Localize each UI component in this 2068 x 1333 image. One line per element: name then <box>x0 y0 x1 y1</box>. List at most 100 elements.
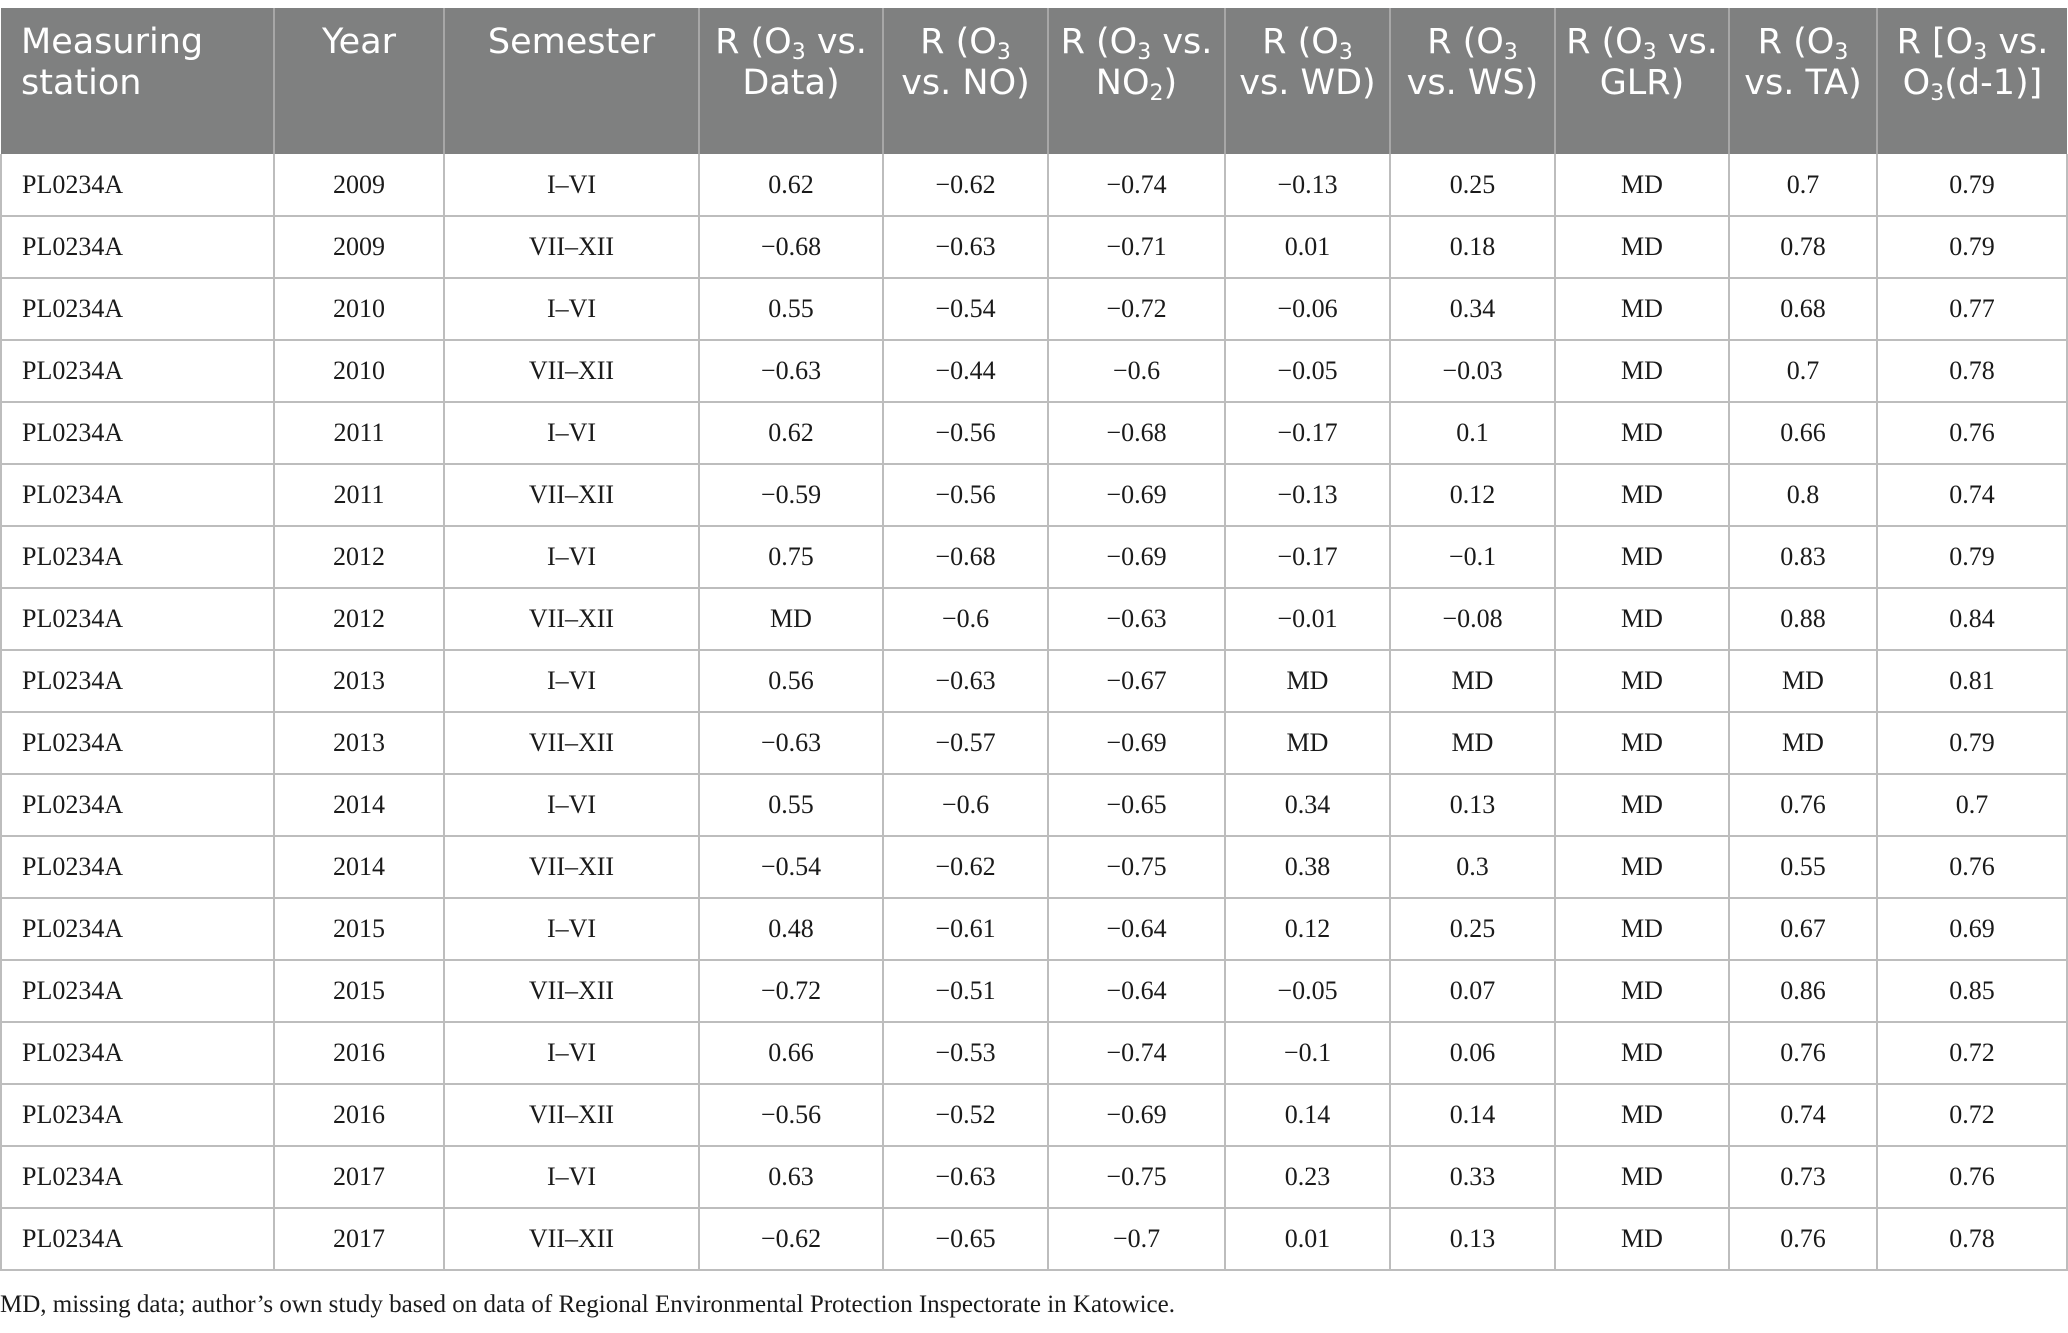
cell-r-ws: 0.06 <box>1390 1022 1556 1085</box>
cell-r-ta: 0.66 <box>1729 402 1878 465</box>
cell-r-data: −0.59 <box>699 464 884 527</box>
cell-semester: I–VI <box>444 898 700 961</box>
cell-r-o3-lag: 0.81 <box>1877 650 2068 713</box>
cell-r-wd: −0.17 <box>1225 402 1391 465</box>
table-row: PL0234A 2016 VII–XII −0.56 −0.52 −0.69 0.14 0.1… <box>0 1084 2068 1147</box>
cell-r-data: 0.63 <box>699 1146 884 1209</box>
cell-r-ws: 0.14 <box>1390 1084 1556 1147</box>
cell-r-no2: −0.64 <box>1048 960 1226 1023</box>
cell-r-o3-lag: 0.76 <box>1877 836 2068 899</box>
cell-r-ta: 0.7 <box>1729 340 1878 403</box>
cell-r-data: −0.63 <box>699 340 884 403</box>
cell-r-glr: MD <box>1555 774 1730 837</box>
cell-r-ta: 0.73 <box>1729 1146 1878 1209</box>
cell-r-ta: 0.67 <box>1729 898 1878 961</box>
table-row: PL0234A 2010 I–VI 0.55 −0.54 −0.72 −0.06 0.34 MD… <box>0 278 2068 341</box>
cell-r-o3-lag: 0.78 <box>1877 1208 2068 1271</box>
cell-r-o3-lag: 0.79 <box>1877 526 2068 589</box>
cell-r-data: MD <box>699 588 884 651</box>
cell-r-o3-lag: 0.79 <box>1877 712 2068 775</box>
cell-r-no2: −0.7 <box>1048 1208 1226 1271</box>
cell-year: 2017 <box>274 1208 445 1271</box>
cell-station: PL0234A <box>0 1084 275 1147</box>
cell-r-data: −0.62 <box>699 1208 884 1271</box>
cell-r-wd: −0.05 <box>1225 340 1391 403</box>
table-row: PL0234A 2010 VII–XII −0.63 −0.44 −0.6 −0.05 −0.… <box>0 340 2068 403</box>
cell-r-ta: 0.86 <box>1729 960 1878 1023</box>
cell-r-no: −0.62 <box>883 836 1049 899</box>
header-r-o3-vs-ta: R (O3 vs. TA) <box>1729 8 1878 154</box>
cell-station: PL0234A <box>0 402 275 465</box>
cell-r-ta: 0.83 <box>1729 526 1878 589</box>
cell-station: PL0234A <box>0 898 275 961</box>
cell-semester: I–VI <box>444 402 700 465</box>
cell-r-wd: 0.01 <box>1225 1208 1391 1271</box>
cell-station: PL0234A <box>0 526 275 589</box>
cell-r-glr: MD <box>1555 154 1730 217</box>
cell-r-wd: −0.13 <box>1225 464 1391 527</box>
header-r-o3-vs-ws: R (O3 vs. WS) <box>1390 8 1556 154</box>
cell-r-data: −0.63 <box>699 712 884 775</box>
cell-r-ws: 0.13 <box>1390 774 1556 837</box>
table-row: PL0234A 2015 VII–XII −0.72 −0.51 −0.64 −0.05 0.… <box>0 960 2068 1023</box>
cell-r-ta: MD <box>1729 712 1878 775</box>
cell-r-wd: −0.01 <box>1225 588 1391 651</box>
cell-r-no: −0.63 <box>883 650 1049 713</box>
header-year: Year <box>274 8 445 154</box>
cell-r-data: 0.48 <box>699 898 884 961</box>
cell-station: PL0234A <box>0 836 275 899</box>
cell-station: PL0234A <box>0 464 275 527</box>
cell-semester: VII–XII <box>444 588 700 651</box>
cell-station: PL0234A <box>0 278 275 341</box>
table-row: PL0234A 2013 I–VI 0.56 −0.63 −0.67 MD MD MD MD 0.8… <box>0 650 2068 713</box>
cell-r-data: −0.72 <box>699 960 884 1023</box>
cell-r-data: −0.54 <box>699 836 884 899</box>
cell-r-wd: −0.05 <box>1225 960 1391 1023</box>
cell-r-glr: MD <box>1555 836 1730 899</box>
cell-r-no: −0.53 <box>883 1022 1049 1085</box>
cell-r-no: −0.63 <box>883 216 1049 279</box>
cell-r-glr: MD <box>1555 340 1730 403</box>
cell-r-data: 0.62 <box>699 402 884 465</box>
table-row: PL0234A 2016 I–VI 0.66 −0.53 −0.74 −0.1 0.06 MD 0… <box>0 1022 2068 1085</box>
cell-r-wd: 0.14 <box>1225 1084 1391 1147</box>
cell-r-no2: −0.64 <box>1048 898 1226 961</box>
cell-station: PL0234A <box>0 650 275 713</box>
cell-r-ws: 0.12 <box>1390 464 1556 527</box>
cell-r-o3-lag: 0.79 <box>1877 154 2068 217</box>
cell-semester: VII–XII <box>444 464 700 527</box>
cell-r-wd: 0.34 <box>1225 774 1391 837</box>
cell-r-wd: 0.01 <box>1225 216 1391 279</box>
cell-r-wd: −0.1 <box>1225 1022 1391 1085</box>
cell-r-o3-lag: 0.7 <box>1877 774 2068 837</box>
cell-station: PL0234A <box>0 588 275 651</box>
cell-r-o3-lag: 0.78 <box>1877 340 2068 403</box>
cell-station: PL0234A <box>0 1022 275 1085</box>
table-row: PL0234A 2017 VII–XII −0.62 −0.65 −0.7 0.01 0.13… <box>0 1208 2068 1271</box>
cell-station: PL0234A <box>0 216 275 279</box>
cell-year: 2011 <box>274 402 445 465</box>
cell-r-no2: −0.63 <box>1048 588 1226 651</box>
cell-r-no2: −0.74 <box>1048 154 1226 217</box>
cell-r-wd: 0.12 <box>1225 898 1391 961</box>
cell-r-ws: 0.1 <box>1390 402 1556 465</box>
header-measuring-station: Measuring station <box>1 8 275 154</box>
cell-r-glr: MD <box>1555 1208 1730 1271</box>
cell-semester: I–VI <box>444 1146 700 1209</box>
cell-r-no2: −0.69 <box>1048 526 1226 589</box>
cell-r-ta: 0.76 <box>1729 1208 1878 1271</box>
cell-r-glr: MD <box>1555 464 1730 527</box>
cell-r-ws: MD <box>1390 712 1556 775</box>
cell-r-o3-lag: 0.76 <box>1877 1146 2068 1209</box>
cell-station: PL0234A <box>0 1208 275 1271</box>
cell-r-no: −0.56 <box>883 402 1049 465</box>
cell-r-glr: MD <box>1555 1022 1730 1085</box>
cell-r-no2: −0.68 <box>1048 402 1226 465</box>
cell-year: 2016 <box>274 1022 445 1085</box>
cell-r-o3-lag: 0.76 <box>1877 402 2068 465</box>
cell-r-glr: MD <box>1555 898 1730 961</box>
header-r-o3-vs-no2: R (O3 vs. NO2) <box>1048 8 1226 154</box>
table-row: PL0234A 2011 I–VI 0.62 −0.56 −0.68 −0.17 0.1 MD 0… <box>0 402 2068 465</box>
header-semester: Semester <box>444 8 700 154</box>
cell-r-data: 0.75 <box>699 526 884 589</box>
